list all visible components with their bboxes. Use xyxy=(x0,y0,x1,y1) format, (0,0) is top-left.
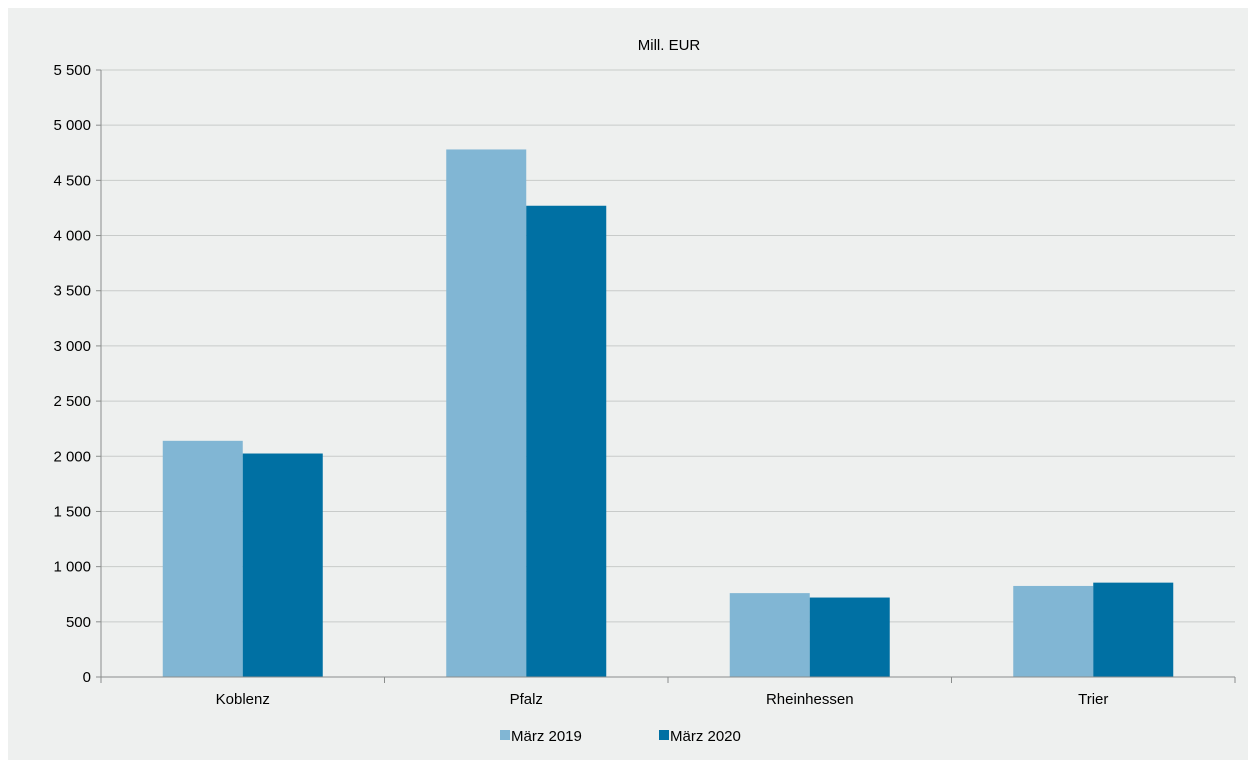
bar xyxy=(729,593,810,677)
y-tick-label: 1 500 xyxy=(53,503,91,520)
x-tick-label: Koblenz xyxy=(216,691,270,708)
chart-title: Mill. EUR xyxy=(638,37,701,54)
bar xyxy=(1093,582,1174,677)
x-tick-label: Pfalz xyxy=(510,691,543,708)
legend-swatch xyxy=(659,730,669,740)
bars xyxy=(162,149,1174,678)
bar-chart: Mill. EUR 0 500 1 000 1 500 2 000 2 500 3 000 3… xyxy=(53,37,1236,745)
y-tick-label: 3 000 xyxy=(53,338,91,355)
y-tick-label: 5 000 xyxy=(53,117,91,134)
y-tick-label: 3 500 xyxy=(53,283,91,300)
bar xyxy=(809,597,890,677)
y-axis-ticks: 0 500 1 000 1 500 2 000 2 500 3 000 3 500 4 000 4… xyxy=(53,62,101,686)
bar xyxy=(1013,585,1094,677)
legend-label: März 2020 xyxy=(670,728,741,745)
y-tick-label: 2 000 xyxy=(53,448,91,465)
x-tick-label: Rheinhessen xyxy=(766,691,854,708)
bar xyxy=(446,149,527,678)
y-tick-label: 5 500 xyxy=(53,62,91,79)
y-tick-label: 500 xyxy=(66,614,91,631)
x-axis-ticks: Koblenz Pfalz Rheinhessen Trier xyxy=(100,677,1236,708)
y-tick-label: 0 xyxy=(83,669,91,686)
bar xyxy=(526,205,607,678)
y-tick-label: 4 000 xyxy=(53,228,91,245)
legend-swatch xyxy=(500,730,510,740)
y-tick-label: 2 500 xyxy=(53,393,91,410)
y-tick-label: 4 500 xyxy=(53,172,91,189)
y-tick-label: 1 000 xyxy=(53,559,91,576)
legend: März 2019 März 2020 xyxy=(500,728,741,745)
bar xyxy=(242,453,323,677)
legend-label: März 2019 xyxy=(511,728,582,745)
bar xyxy=(162,440,243,677)
chart-panel: Mill. EUR 0 500 1 000 1 500 2 000 2 500 3 000 3… xyxy=(8,8,1248,760)
x-tick-label: Trier xyxy=(1078,691,1108,708)
